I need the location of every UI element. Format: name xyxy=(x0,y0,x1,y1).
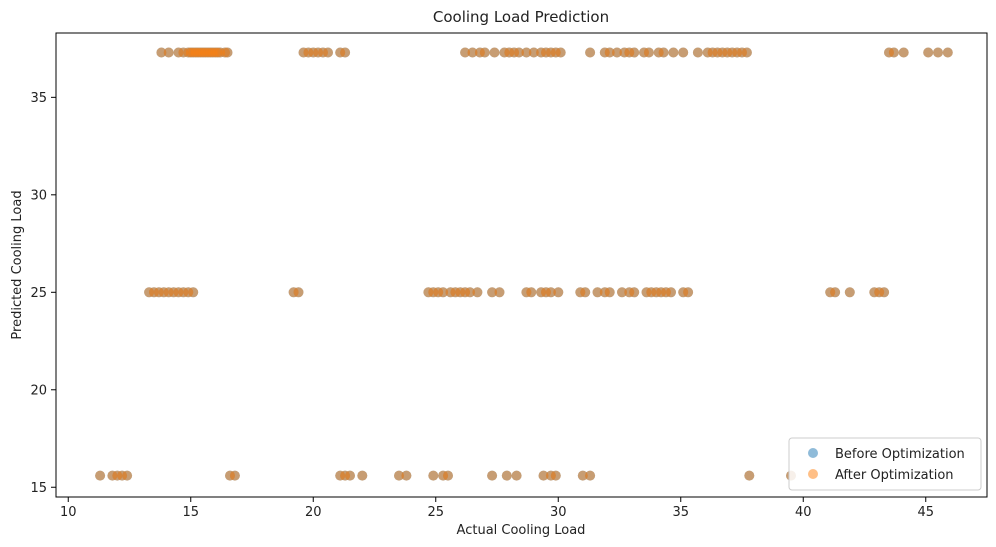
legend-label-after: After Optimization xyxy=(835,468,954,483)
point-after-129 xyxy=(122,470,133,481)
point-after-29 xyxy=(467,47,478,58)
point-after-95 xyxy=(487,287,498,298)
point-after-50 xyxy=(629,47,640,58)
x-tick-label-20: 20 xyxy=(305,505,322,520)
point-after-98 xyxy=(526,287,537,298)
point-after-47 xyxy=(612,47,622,58)
point-after-135 xyxy=(357,470,368,481)
point-after-27 xyxy=(340,47,351,58)
legend-label-before: Before Optimization xyxy=(835,447,965,462)
point-after-148 xyxy=(585,470,596,481)
point-after-55 xyxy=(668,47,679,58)
point-after-93 xyxy=(465,287,475,298)
point-after-124 xyxy=(879,287,890,298)
point-after-101 xyxy=(545,287,556,298)
point-after-104 xyxy=(580,287,591,298)
x-axis-ticks: 10 15 20 25 30 35 40 45 xyxy=(60,497,934,520)
point-after-52 xyxy=(643,47,654,58)
point-after-149 xyxy=(744,470,755,481)
y-tick-label-20: 20 xyxy=(30,383,47,398)
point-after-107 xyxy=(604,287,615,298)
point-after-105 xyxy=(592,287,603,298)
point-after-120 xyxy=(830,287,841,298)
point-after-138 xyxy=(428,470,439,481)
point-after-69 xyxy=(898,47,909,58)
point-after-118 xyxy=(683,287,694,298)
point-after-25 xyxy=(323,47,333,58)
point-after-142 xyxy=(501,470,512,481)
y-axis-label: Predicted Cooling Load xyxy=(10,190,25,339)
plot-frame xyxy=(55,32,988,498)
point-after-31 xyxy=(479,47,490,58)
x-tick-label-45: 45 xyxy=(917,505,934,520)
point-after-134 xyxy=(345,470,355,481)
point-after-147 xyxy=(577,470,588,481)
y-tick-label-15: 15 xyxy=(30,481,47,496)
point-after-72 xyxy=(942,47,953,58)
point-after-88 xyxy=(438,287,449,298)
point-after-125 xyxy=(95,470,106,481)
point-after-116 xyxy=(666,287,676,298)
legend-marker-before xyxy=(808,448,818,458)
x-tick-label-40: 40 xyxy=(795,505,812,520)
y-tick-label-35: 35 xyxy=(30,91,47,106)
point-after-140 xyxy=(443,470,453,481)
point-after-131 xyxy=(229,470,240,481)
point-after-43 xyxy=(555,47,566,58)
point-after-36 xyxy=(514,47,524,58)
x-tick-label-15: 15 xyxy=(182,505,199,520)
point-after-84 xyxy=(293,287,304,298)
point-after-137 xyxy=(401,470,412,481)
point-after-136 xyxy=(394,470,404,481)
point-after-38 xyxy=(528,47,539,58)
x-tick-label-35: 35 xyxy=(672,505,689,520)
point-after-70 xyxy=(923,47,934,58)
point-after-71 xyxy=(933,47,943,58)
point-after-66 xyxy=(741,47,752,58)
point-after-44 xyxy=(585,47,596,58)
y-axis-ticks: 15 20 25 30 35 xyxy=(30,91,56,496)
point-after-96 xyxy=(494,287,505,298)
legend-marker-after xyxy=(808,469,818,479)
point-after-121 xyxy=(844,287,855,298)
x-axis-label: Actual Cooling Load xyxy=(457,523,586,538)
point-after-28 xyxy=(460,47,471,58)
point-after-1 xyxy=(163,47,174,58)
legend-box xyxy=(788,437,982,491)
point-after-144 xyxy=(538,470,549,481)
x-tick-label-30: 30 xyxy=(550,505,567,520)
point-after-143 xyxy=(511,470,522,481)
point-after-82 xyxy=(188,287,199,298)
x-tick-label-25: 25 xyxy=(427,505,444,520)
chart-title: Cooling Load Prediction xyxy=(433,8,609,26)
point-after-32 xyxy=(489,47,500,58)
point-after-68 xyxy=(888,47,899,58)
point-after-108 xyxy=(617,287,627,298)
point-after-94 xyxy=(472,287,483,298)
point-after-141 xyxy=(487,470,498,481)
point-after-102 xyxy=(553,287,564,298)
point-after-0 xyxy=(156,47,167,58)
point-after-46 xyxy=(604,47,615,58)
point-after-146 xyxy=(550,470,561,481)
point-after-57 xyxy=(692,47,703,58)
point-after-19 xyxy=(222,47,233,58)
x-tick-label-10: 10 xyxy=(60,505,77,520)
y-tick-label-25: 25 xyxy=(30,286,47,301)
point-after-37 xyxy=(521,47,532,58)
point-after-54 xyxy=(658,47,669,58)
legend: Before Optimization After Optimization xyxy=(788,437,982,491)
point-after-110 xyxy=(629,287,640,298)
y-tick-label-30: 30 xyxy=(30,188,47,203)
point-after-56 xyxy=(678,47,689,58)
